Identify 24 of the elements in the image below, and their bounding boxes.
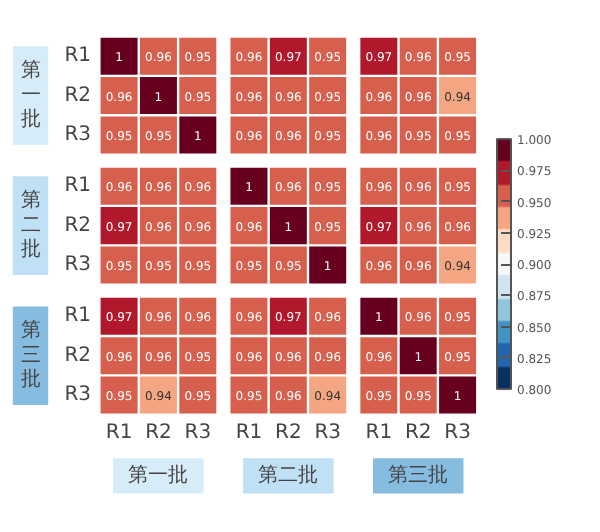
x-tick-label: R2: [145, 421, 172, 444]
y-tick-label: R2: [64, 84, 92, 107]
x-tick-label: R2: [404, 421, 432, 444]
text: 第一批: [128, 462, 189, 487]
y-tick-label: R3: [64, 384, 92, 407]
y-tick-label: R3: [64, 254, 92, 277]
x-tick-label: R3: [314, 421, 341, 444]
text: 第二批: [20, 188, 41, 261]
y-tick-label: R2: [64, 214, 92, 237]
x-tick-label: R3: [444, 421, 471, 444]
y-tick-label: R1: [64, 45, 92, 68]
text: 第一批: [20, 58, 41, 131]
text: 第三批: [388, 462, 449, 487]
x-tick-label: R1: [365, 421, 393, 444]
y-tick-label: R1: [64, 175, 92, 198]
x-tick-label: R2: [275, 421, 302, 444]
x-tick-label: R1: [105, 421, 133, 444]
x-tick-label: R1: [235, 421, 263, 444]
y-tick-label: R2: [64, 344, 92, 367]
y-tick-label: R1: [64, 305, 92, 328]
x-tick-label: R3: [184, 421, 212, 444]
text: 第二批: [258, 462, 319, 487]
y-tick-label: R3: [64, 123, 92, 146]
text: 第三批: [20, 318, 41, 391]
